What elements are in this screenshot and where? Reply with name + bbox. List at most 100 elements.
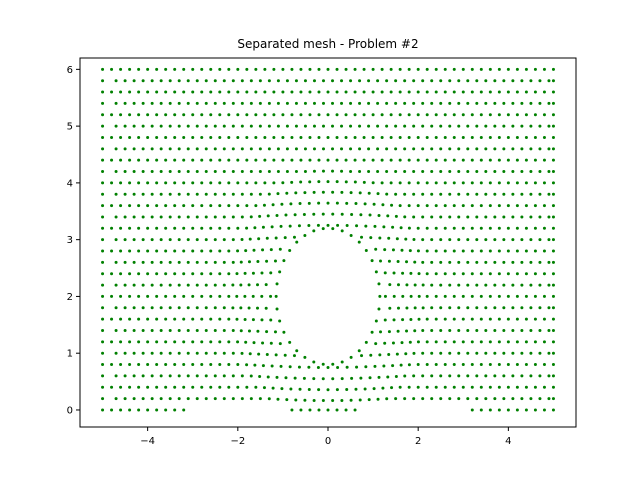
mesh-point [195, 79, 199, 83]
mesh-point [168, 306, 172, 310]
mesh-point [470, 90, 474, 94]
mesh-point [434, 181, 438, 185]
mesh-point [231, 306, 235, 310]
mesh-point [288, 365, 292, 369]
mesh-point [263, 135, 267, 139]
mesh-point [155, 135, 159, 139]
mesh-point [551, 283, 555, 287]
mesh-point [267, 124, 271, 128]
mesh-point [484, 215, 488, 219]
mesh-point [245, 158, 249, 162]
mesh-point [443, 67, 447, 71]
mesh-point [303, 124, 307, 128]
mesh-point [542, 249, 546, 253]
mesh-point [387, 259, 391, 263]
mesh-point [248, 237, 252, 241]
mesh-point [368, 213, 372, 217]
mesh-point [497, 317, 501, 321]
mesh-point [276, 147, 280, 151]
mesh-point [155, 363, 159, 367]
mesh-point [173, 408, 177, 412]
mesh-point [394, 192, 398, 196]
mesh-point [168, 192, 172, 196]
mesh-point [326, 388, 330, 392]
mesh-point [385, 192, 389, 196]
mesh-point [475, 328, 479, 332]
mesh-point [213, 147, 217, 151]
mesh-point [177, 283, 181, 287]
mesh-point [538, 260, 542, 264]
mesh-point [270, 364, 274, 368]
mesh-point [173, 272, 177, 276]
mesh-point [425, 181, 429, 185]
mesh-point [493, 101, 497, 105]
mesh-point [213, 170, 217, 174]
mesh-point [141, 215, 145, 219]
mesh-point [132, 283, 136, 287]
mesh-point [412, 374, 416, 378]
mesh-point [123, 79, 127, 83]
mesh-point [493, 170, 497, 174]
mesh-point [213, 260, 217, 264]
mesh-point [267, 170, 271, 174]
mesh-point [466, 351, 470, 355]
mesh-point [439, 215, 443, 219]
mesh-point [417, 317, 421, 321]
mesh-point [466, 215, 470, 219]
mesh-point [218, 158, 222, 162]
mesh-point [493, 147, 497, 151]
mesh-point [466, 192, 470, 196]
mesh-point [137, 90, 141, 94]
mesh-point [395, 352, 399, 356]
mesh-point [200, 90, 204, 94]
mesh-point [547, 283, 551, 287]
mesh-point [538, 79, 542, 83]
mesh-point [506, 158, 510, 162]
mesh-point [182, 272, 186, 276]
mesh-point [272, 135, 276, 139]
mesh-point [321, 79, 325, 83]
mesh-point [547, 215, 551, 219]
mesh-point [173, 135, 177, 139]
mesh-point [416, 67, 420, 71]
mesh-point [191, 113, 195, 117]
mesh-point [520, 397, 524, 401]
mesh-point [335, 113, 339, 117]
mesh-point [137, 272, 141, 276]
mesh-point [222, 260, 226, 264]
mesh-point [394, 79, 398, 83]
mesh-point [294, 398, 298, 402]
mesh-point [392, 294, 396, 298]
mesh-point [123, 124, 127, 128]
mesh-point [357, 349, 361, 353]
mesh-point [114, 260, 118, 264]
mesh-point [452, 363, 456, 367]
mesh-point [551, 385, 555, 389]
mesh-point [398, 204, 402, 208]
mesh-point [515, 67, 519, 71]
mesh-point [278, 270, 282, 274]
mesh-point [137, 385, 141, 389]
mesh-point [155, 113, 159, 117]
mesh-point [389, 181, 393, 185]
mesh-point [101, 101, 105, 105]
mesh-point [114, 170, 118, 174]
mesh-point [231, 260, 235, 264]
mesh-point [381, 203, 385, 207]
mesh-point [326, 135, 330, 139]
mesh-point [448, 238, 452, 242]
mesh-point [344, 67, 348, 71]
mesh-point [236, 67, 240, 71]
mesh-point [353, 90, 357, 94]
mesh-point [376, 124, 380, 128]
mesh-point [245, 181, 249, 185]
mesh-point [213, 101, 217, 105]
mesh-point [249, 124, 253, 128]
mesh-point [538, 101, 542, 105]
mesh-point [195, 283, 199, 287]
mesh-point [209, 272, 213, 276]
mesh-point [488, 204, 492, 208]
mesh-point [101, 113, 105, 117]
mesh-point [137, 135, 141, 139]
mesh-point [331, 399, 335, 403]
